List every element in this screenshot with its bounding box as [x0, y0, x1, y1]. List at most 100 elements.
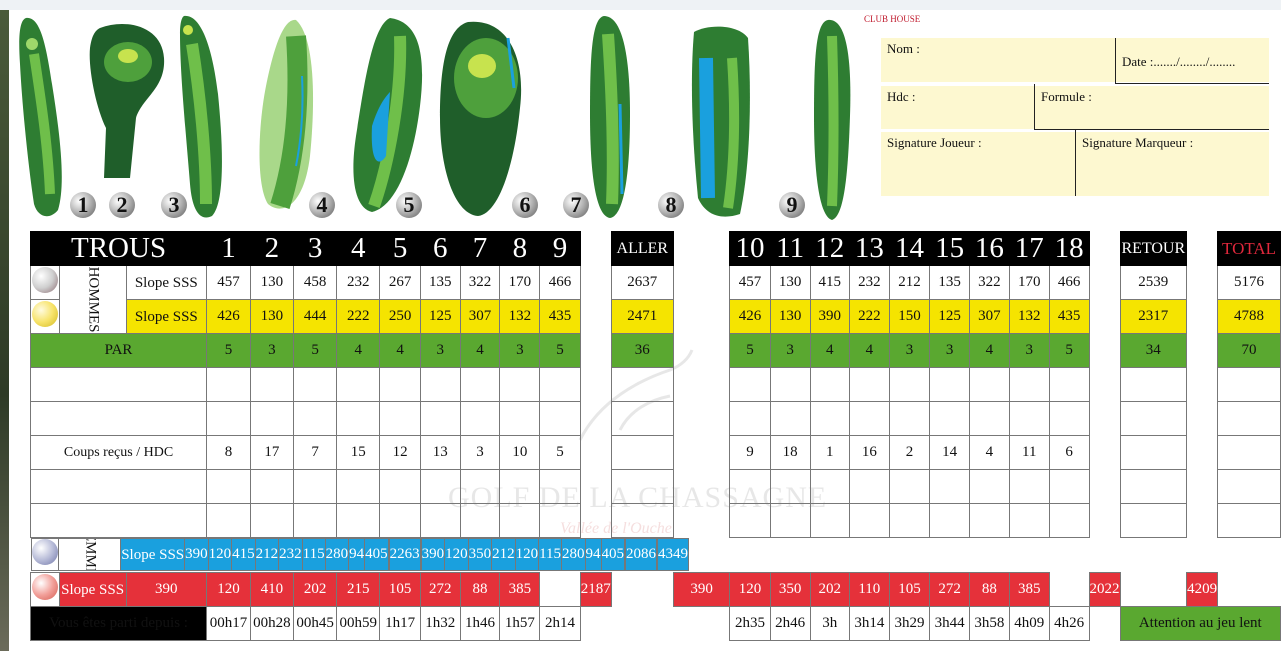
score-cell[interactable] — [848, 469, 890, 504]
score-cell[interactable] — [929, 367, 970, 402]
player-signature-field[interactable]: Signature Joueur : — [881, 132, 1075, 196]
score-cell[interactable] — [499, 401, 541, 436]
score-cell[interactable] — [206, 401, 251, 436]
score-cell[interactable] — [610, 503, 674, 538]
score-cell[interactable] — [336, 401, 381, 436]
score-cell[interactable] — [293, 503, 338, 538]
score-cell[interactable] — [249, 367, 295, 402]
score-cell[interactable] — [809, 367, 850, 402]
column-gap — [580, 504, 611, 538]
date-field[interactable]: Date :......./......../........ — [1116, 38, 1269, 82]
score-cell[interactable] — [769, 367, 811, 402]
score-cell[interactable] — [969, 469, 1010, 504]
score-cell[interactable] — [1217, 435, 1281, 470]
score-cell[interactable] — [969, 503, 1010, 538]
score-cell[interactable] — [539, 469, 581, 504]
score-cell[interactable] — [1119, 503, 1188, 538]
score-cell[interactable] — [1048, 367, 1090, 402]
score-cell[interactable] — [769, 503, 811, 538]
score-cell[interactable] — [539, 367, 581, 402]
score-cell[interactable] — [769, 469, 811, 504]
score-cell[interactable] — [336, 503, 381, 538]
score-cell[interactable] — [610, 435, 674, 470]
score-cell[interactable] — [848, 401, 890, 436]
score-cell[interactable] — [969, 401, 1010, 436]
score-cell[interactable] — [206, 367, 251, 402]
score-cell[interactable] — [293, 469, 338, 504]
score-cell[interactable] — [809, 469, 850, 504]
score-cell[interactable] — [1217, 401, 1281, 436]
score-cell[interactable] — [539, 401, 581, 436]
score-cell[interactable] — [610, 401, 674, 436]
score-cell[interactable] — [888, 503, 931, 538]
score-cell[interactable] — [459, 367, 501, 402]
score-cell[interactable] — [1119, 367, 1188, 402]
score-cell[interactable] — [1008, 469, 1050, 504]
score-cell[interactable] — [1008, 367, 1050, 402]
score-cell[interactable] — [1048, 401, 1090, 436]
score-cell[interactable] — [539, 503, 581, 538]
score-cell[interactable] — [499, 469, 541, 504]
score-cell[interactable] — [1217, 503, 1281, 538]
score-cell[interactable] — [848, 503, 890, 538]
score-cell[interactable] — [729, 469, 771, 504]
hole-distance: 435 — [539, 299, 581, 334]
marker-signature-field[interactable]: Signature Marqueur : — [1076, 132, 1269, 196]
score-cell[interactable] — [336, 367, 381, 402]
hdc-field[interactable]: Hdc : — [881, 86, 1034, 129]
score-cell[interactable] — [379, 469, 421, 504]
score-cell[interactable] — [336, 469, 381, 504]
score-cell[interactable] — [848, 367, 890, 402]
score-cell[interactable] — [379, 401, 421, 436]
player-name-cell[interactable] — [29, 469, 208, 504]
score-cell[interactable] — [293, 367, 338, 402]
formule-field[interactable]: Formule : — [1035, 86, 1269, 129]
score-cell[interactable] — [249, 469, 295, 504]
score-cell[interactable] — [929, 469, 970, 504]
score-cell[interactable] — [809, 503, 850, 538]
score-cell[interactable] — [769, 401, 811, 436]
player-name-cell[interactable] — [29, 367, 208, 402]
score-cell[interactable] — [419, 401, 461, 436]
score-cell[interactable] — [459, 401, 501, 436]
player-name-cell[interactable] — [29, 401, 208, 436]
score-cell[interactable] — [888, 469, 931, 504]
score-cell[interactable] — [610, 469, 674, 504]
score-cell[interactable] — [929, 401, 970, 436]
score-cell[interactable] — [1008, 503, 1050, 538]
player-name-cell[interactable] — [29, 503, 208, 538]
score-cell[interactable] — [1119, 435, 1188, 470]
score-cell[interactable] — [459, 469, 501, 504]
score-cell[interactable] — [729, 503, 771, 538]
score-cell[interactable] — [729, 367, 771, 402]
score-cell[interactable] — [249, 503, 295, 538]
score-cell[interactable] — [969, 367, 1010, 402]
score-cell[interactable] — [1217, 469, 1281, 504]
score-cell[interactable] — [459, 503, 501, 538]
score-cell[interactable] — [1008, 401, 1050, 436]
score-cell[interactable] — [206, 469, 251, 504]
score-cell[interactable] — [729, 401, 771, 436]
score-cell[interactable] — [379, 367, 421, 402]
score-cell[interactable] — [888, 401, 931, 436]
score-cell[interactable] — [206, 503, 251, 538]
score-cell[interactable] — [1048, 503, 1090, 538]
name-field[interactable]: Nom : — [881, 38, 1115, 82]
score-cell[interactable] — [499, 503, 541, 538]
score-cell[interactable] — [929, 503, 970, 538]
score-cell[interactable] — [379, 503, 421, 538]
score-cell[interactable] — [1119, 401, 1188, 436]
par-row: PAR 5 3 5 4 4 3 4 3 5 36 5 3 4 4 3 3 4 3… — [29, 333, 1281, 368]
score-cell[interactable] — [249, 401, 295, 436]
score-cell[interactable] — [1217, 367, 1281, 402]
score-cell[interactable] — [293, 401, 338, 436]
score-cell[interactable] — [809, 401, 850, 436]
score-cell[interactable] — [1119, 469, 1188, 504]
score-cell[interactable] — [419, 367, 461, 402]
score-cell[interactable] — [419, 503, 461, 538]
score-cell[interactable] — [419, 469, 461, 504]
score-cell[interactable] — [499, 367, 541, 402]
score-cell[interactable] — [1048, 469, 1090, 504]
score-cell[interactable] — [610, 367, 674, 402]
score-cell[interactable] — [888, 367, 931, 402]
